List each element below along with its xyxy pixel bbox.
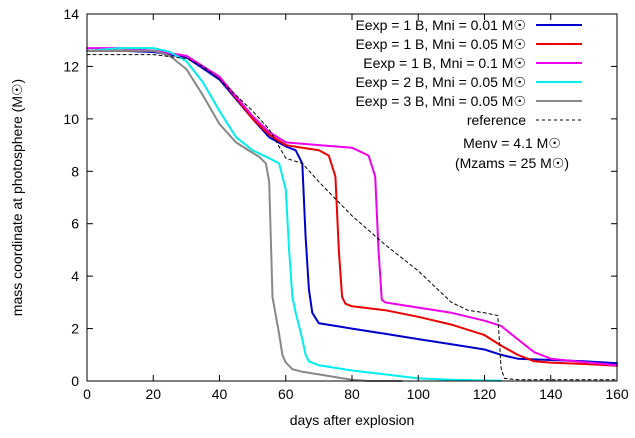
x-axis-label: days after explosion: [290, 412, 415, 428]
x-tick-label: 40: [212, 386, 228, 402]
legend-label-5: Eexp = 3 B, Mni = 0.05 M☉: [355, 93, 526, 109]
y-tick-label: 12: [63, 58, 79, 74]
legend-label-3: Eexp = 1 B, Mni = 0.1 M☉: [363, 55, 526, 71]
annotation-menv: Menv = 4.1 M☉: [463, 135, 561, 151]
series-line-5: [86, 49, 403, 382]
plot-frame: [86, 13, 618, 382]
x-tick-label: 140: [539, 386, 563, 402]
series-line-2: [86, 49, 618, 367]
y-tick-label: 6: [71, 216, 79, 232]
y-tick-label: 0: [71, 373, 79, 389]
tick-labels: 0 20 40 60 80 100 120 140 160 0 2 4 6 8 10 12 14: [63, 6, 628, 402]
x-tick-label: 20: [145, 386, 161, 402]
x-tick-label: 120: [473, 386, 497, 402]
y-tick-label: 14: [63, 6, 79, 22]
x-tick-label: 160: [605, 386, 629, 402]
series-line-6: [86, 54, 618, 381]
y-tick-label: 8: [71, 163, 79, 179]
y-tick-label: 10: [63, 111, 79, 127]
series-lines: [86, 47, 618, 382]
series-line-1: [86, 49, 618, 365]
legend-label-1: Eexp = 1 B, Mni = 0.01 M☉: [355, 17, 526, 33]
axis-ticks: [86, 13, 618, 382]
x-tick-label: 60: [278, 386, 294, 402]
y-tick-label: 2: [71, 321, 79, 337]
series-line-4: [86, 47, 503, 382]
legend: Eexp = 1 B, Mni = 0.01 M☉ Eexp = 1 B, Mni…: [355, 17, 582, 128]
y-axis-label: mass coordinate at photosphere (M☉): [9, 79, 25, 316]
legend-label-6: reference: [467, 112, 526, 128]
annotation-mzams: (Mzams = 25 M☉): [455, 155, 569, 171]
x-tick-label: 100: [407, 386, 431, 402]
legend-label-2: Eexp = 1 B, Mni = 0.05 M☉: [355, 36, 526, 52]
series-line-3: [86, 47, 618, 367]
x-tick-label: 80: [344, 386, 360, 402]
x-tick-label: 0: [83, 386, 91, 402]
y-tick-label: 4: [71, 268, 79, 284]
legend-label-4: Eexp = 2 B, Mni = 0.05 M☉: [355, 74, 526, 90]
